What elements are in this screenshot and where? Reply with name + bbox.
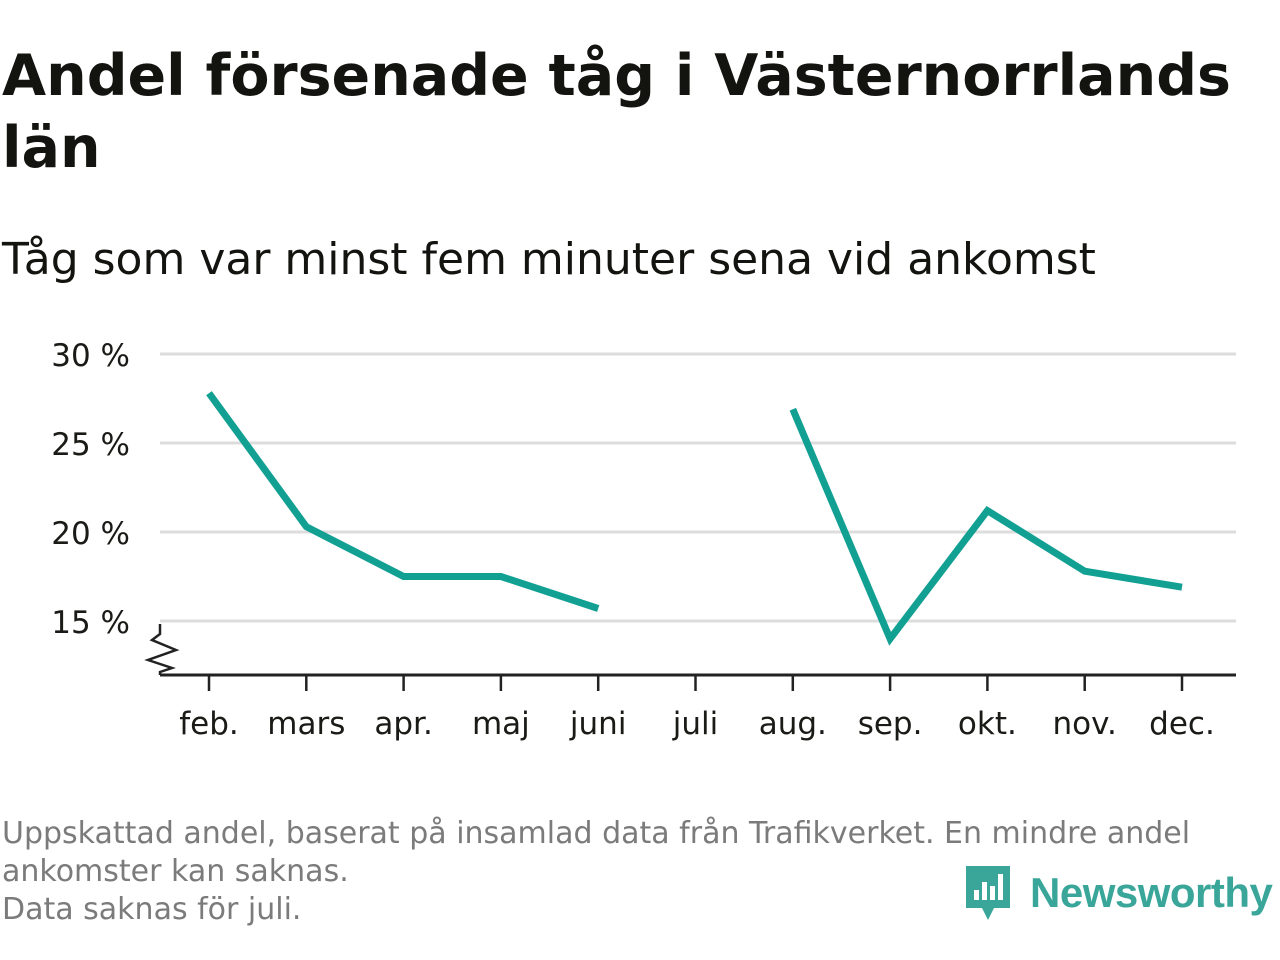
x-tick-label: aug.: [759, 706, 827, 742]
footnote-line: Uppskattad andel, baserat på insamlad da…: [2, 816, 1191, 851]
y-axis-ticks: 15 % 20 % 25 % 30 %: [51, 338, 130, 641]
series-lines: [206, 391, 1183, 646]
x-tick-label: okt.: [958, 706, 1017, 742]
x-tick-label: apr.: [374, 706, 432, 742]
x-tick-label: feb.: [179, 706, 239, 742]
y-tick-label: 15 %: [51, 605, 130, 641]
x-tick-label: dec.: [1149, 706, 1215, 742]
x-tick-label: maj: [472, 706, 530, 742]
footnote-line: Data saknas för juli.: [2, 892, 302, 927]
x-axis: [144, 624, 1236, 677]
footnote-line: ankomster kan saknas.: [2, 854, 349, 889]
x-tick-label: mars: [267, 706, 345, 742]
chart-subtitle: Tåg som var minst fem minuter sena vid a…: [2, 234, 1096, 285]
y-tick-label: 25 %: [51, 427, 130, 463]
gridlines: [160, 352, 1236, 623]
chart-title: Andel försenade tåg i Västernorrlands lä…: [2, 43, 1231, 181]
footnote: Uppskattad andel, baserat på insamlad da…: [2, 815, 1272, 929]
x-axis-ticks: feb. mars apr. maj juni juli aug. sep. okt. nov. d…: [179, 675, 1215, 742]
axis-break-mark: [144, 624, 180, 675]
y-tick-label: 30 %: [51, 338, 130, 374]
x-tick-label: juli: [672, 706, 719, 742]
y-tick-label: 20 %: [51, 516, 130, 552]
brand-name: Newsworthy: [1030, 869, 1273, 916]
line-chart: 15 % 20 % 25 % 30 % feb. mars apr. maj juni juli…: [51, 338, 1236, 742]
newsworthy-logo-icon: [966, 866, 1010, 920]
x-tick-label: juni: [569, 706, 627, 742]
series-line-segment: [789, 407, 1183, 646]
brand-logo: Newsworthy: [962, 862, 1273, 924]
x-tick-label: sep.: [858, 706, 923, 742]
x-tick-label: nov.: [1052, 706, 1116, 742]
series-line-segment: [206, 391, 600, 612]
